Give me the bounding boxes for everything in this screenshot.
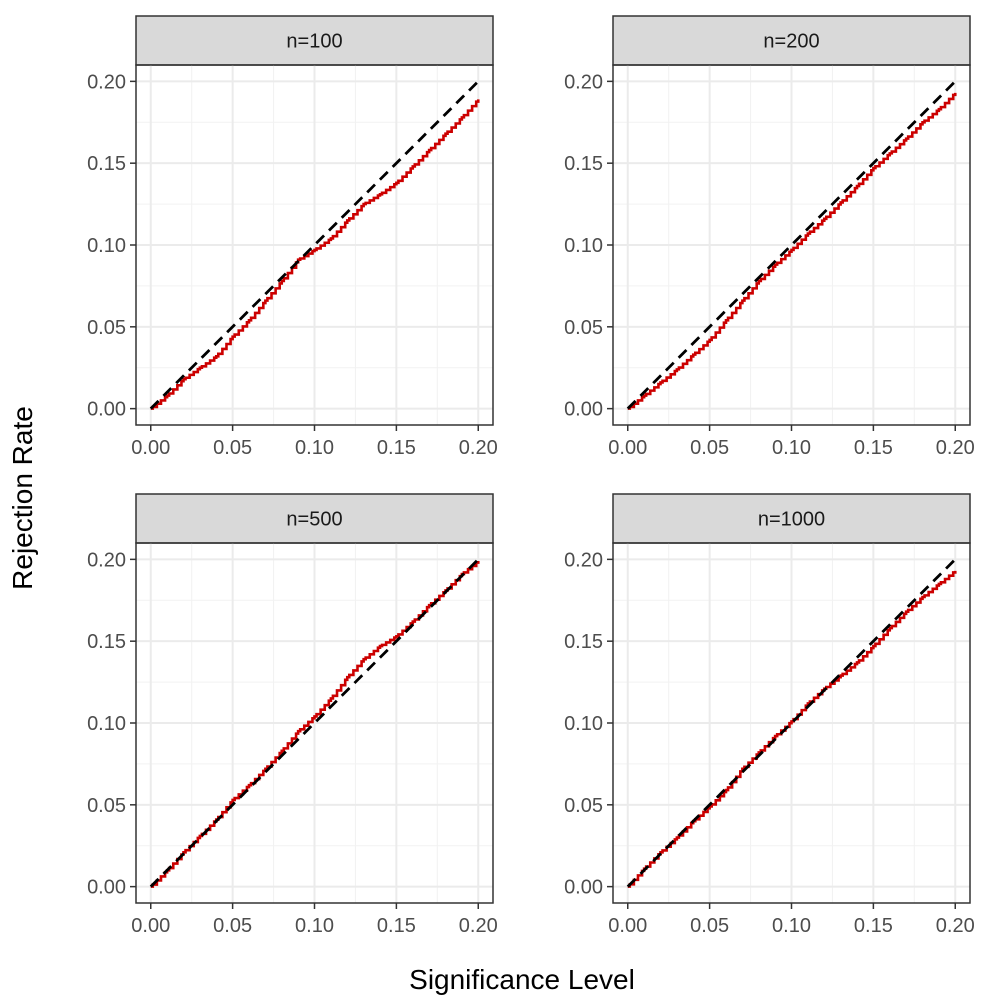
y-axis-title: Rejection Rate: [7, 406, 38, 590]
x-tick-label: 0.15: [854, 915, 893, 937]
facet-strip-label: n=200: [763, 31, 819, 53]
y-tick-label: 0.15: [87, 153, 126, 175]
x-tick-label: 0.15: [377, 915, 416, 937]
x-tick-label: 0.10: [295, 915, 334, 937]
x-tick-label: 0.20: [459, 915, 498, 937]
y-tick-label: 0.15: [87, 631, 126, 653]
y-tick-label: 0.00: [87, 399, 126, 421]
y-tick-label: 0.10: [564, 235, 603, 257]
series-line-empirical: [627, 92, 957, 410]
facet-strip: [135, 15, 494, 66]
reference-line: [626, 80, 957, 410]
y-tick-label: 0.10: [87, 235, 126, 257]
x-axis-title: Significance Level: [409, 964, 635, 995]
panel-n=500: n=500 0.00 0.05 0.10 0.15 0.20 0.00 0.05 0.10 0.1…: [87, 493, 498, 937]
x-tick-label: 0.05: [690, 915, 729, 937]
x-tick-label: 0.00: [608, 437, 647, 459]
y-tick-label: 0.00: [564, 399, 603, 421]
x-tick-label: 0.00: [131, 437, 170, 459]
y-tick-label: 0.10: [564, 713, 603, 735]
panel-n=100: n=100 0.00 0.05 0.10 0.15 0.20 0.00 0.05 0.10 0.1…: [87, 15, 498, 459]
series-line-empirical: [627, 570, 957, 888]
x-tick-label: 0.00: [131, 915, 170, 937]
facet-panels: n=100 0.00 0.05 0.10 0.15 0.20 0.00 0.05 0.10 0.1…: [87, 15, 975, 937]
facet-strip-label: n=1000: [758, 509, 825, 531]
y-tick-label: 0.00: [87, 877, 126, 899]
y-tick-label: 0.05: [87, 795, 126, 817]
x-tick-label: 0.15: [377, 437, 416, 459]
x-tick-label: 0.05: [213, 437, 252, 459]
x-tick-label: 0.20: [459, 437, 498, 459]
y-tick-label: 0.20: [87, 549, 126, 571]
y-tick-label: 0.20: [87, 71, 126, 93]
reference-line: [626, 558, 957, 888]
y-tick-label: 0.15: [564, 631, 603, 653]
x-tick-label: 0.20: [936, 915, 975, 937]
y-tick-label: 0.10: [87, 713, 126, 735]
y-tick-label: 0.05: [87, 317, 126, 339]
x-tick-label: 0.05: [690, 437, 729, 459]
x-tick-label: 0.10: [295, 437, 334, 459]
x-tick-label: 0.10: [772, 437, 811, 459]
x-tick-label: 0.15: [854, 437, 893, 459]
gridlines: [136, 543, 493, 903]
reference-line: [149, 558, 480, 888]
gridlines: [136, 65, 493, 425]
series-line-empirical: [150, 99, 480, 410]
facet-strip-label: n=100: [286, 31, 342, 53]
x-tick-label: 0.00: [608, 915, 647, 937]
y-tick-label: 0.15: [564, 153, 603, 175]
facet-strip: [612, 15, 971, 66]
y-tick-label: 0.05: [564, 795, 603, 817]
y-tick-label: 0.20: [564, 71, 603, 93]
y-tick-label: 0.00: [564, 877, 603, 899]
y-tick-label: 0.20: [564, 549, 603, 571]
x-tick-label: 0.20: [936, 437, 975, 459]
x-tick-label: 0.05: [213, 915, 252, 937]
reference-line: [149, 80, 480, 410]
panel-n=200: n=200 0.00 0.05 0.10 0.15 0.20 0.00 0.05 0.10 0.1…: [564, 15, 975, 459]
gridlines: [613, 543, 970, 903]
facet-strip: [135, 493, 494, 544]
facet-strip: [612, 493, 971, 544]
x-tick-label: 0.10: [772, 915, 811, 937]
y-tick-label: 0.05: [564, 317, 603, 339]
panel-n=1000: n=1000 0.00 0.05 0.10 0.15 0.20 0.00 0.05 0.10 0.…: [564, 493, 975, 937]
facet-strip-label: n=500: [286, 509, 342, 531]
gridlines: [613, 65, 970, 425]
